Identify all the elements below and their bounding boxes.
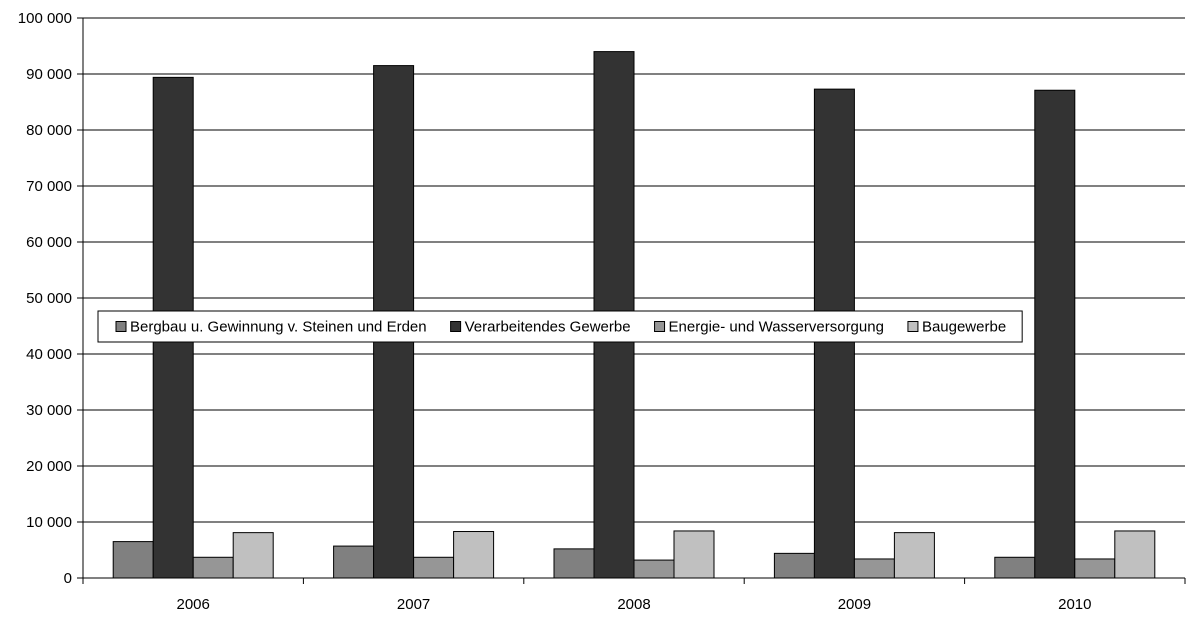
- bar: [453, 531, 495, 579]
- bar: [1074, 558, 1116, 579]
- legend-swatch: [115, 321, 127, 332]
- bar: [192, 556, 234, 579]
- y-tick-label: 70 000: [26, 178, 72, 195]
- y-tick-label: 40 000: [26, 346, 72, 363]
- legend-swatch: [654, 321, 666, 332]
- x-tick-label: 2008: [617, 596, 650, 613]
- bar: [112, 541, 154, 579]
- x-tick-label: 2010: [1058, 596, 1091, 613]
- y-tick-label: 10 000: [26, 514, 72, 531]
- bar: [853, 558, 895, 579]
- legend-label: Baugewerbe: [922, 319, 1006, 336]
- x-axis-ticks: 2006 2007 2008 2009 2010: [82, 578, 1186, 613]
- bar: [413, 556, 455, 579]
- bar: [1114, 530, 1156, 579]
- bar: [333, 545, 375, 579]
- bar: [1034, 89, 1076, 579]
- bar: [553, 548, 595, 579]
- x-tick-label: 2006: [177, 596, 210, 613]
- legend-label: Bergbau u. Gewinnung v. Steinen und Erde…: [130, 319, 427, 336]
- y-tick-label: 0: [64, 570, 72, 587]
- bar: [994, 556, 1036, 579]
- x-tick-label: 2009: [838, 596, 871, 613]
- y-tick-label: 20 000: [26, 458, 72, 475]
- legend: Bergbau u. Gewinnung v. Steinen und Erde…: [97, 310, 1023, 343]
- bar: [773, 552, 815, 579]
- legend-label: Verarbeitendes Gewerbe: [465, 319, 631, 336]
- bar: [893, 532, 935, 579]
- legend-swatch: [450, 321, 462, 332]
- bar: [633, 559, 675, 579]
- y-axis-ticks: 0 10 000 20 000 30 000 40 000 50 000 60 000 70 …: [18, 10, 83, 587]
- legend-box: [97, 310, 1023, 343]
- legend-swatch: [907, 321, 919, 332]
- y-tick-label: 100 000: [18, 10, 72, 27]
- y-tick-label: 30 000: [26, 402, 72, 419]
- legend-label: Energie- und Wasserversorgung: [669, 319, 884, 336]
- bar: [232, 532, 274, 579]
- x-tick-label: 2007: [397, 596, 430, 613]
- y-tick-label: 80 000: [26, 122, 72, 139]
- y-tick-label: 50 000: [26, 290, 72, 307]
- y-tick-label: 60 000: [26, 234, 72, 251]
- bar: [673, 530, 715, 579]
- y-tick-label: 90 000: [26, 66, 72, 83]
